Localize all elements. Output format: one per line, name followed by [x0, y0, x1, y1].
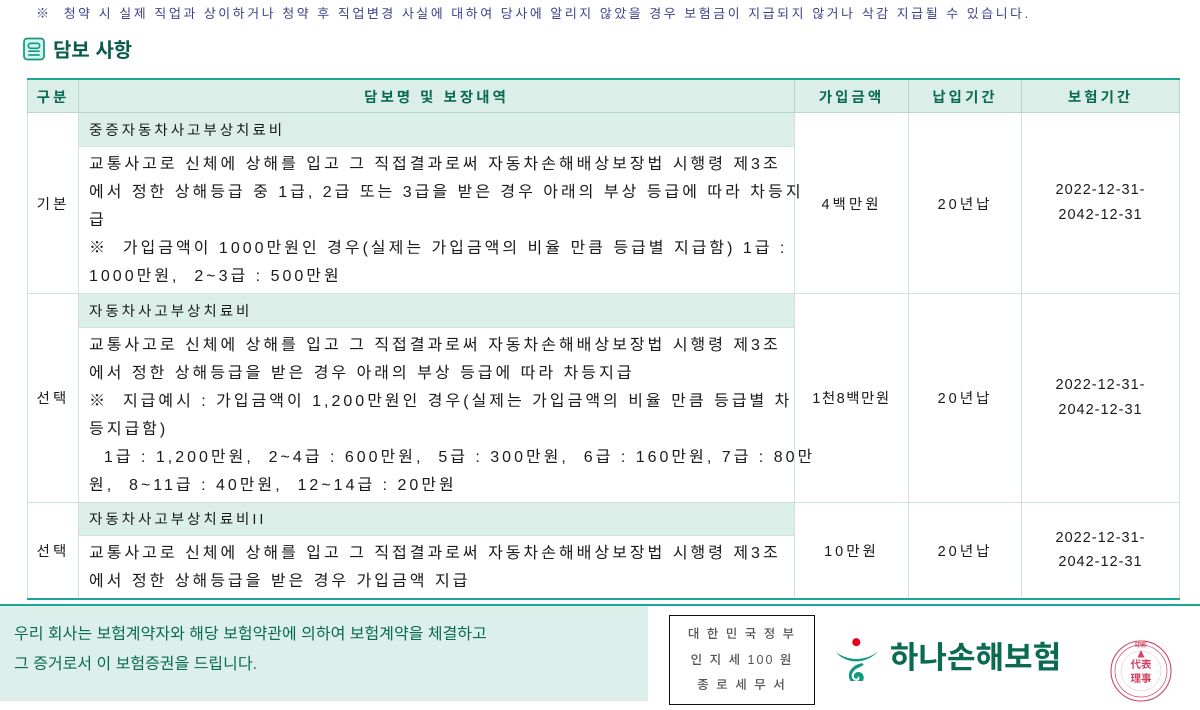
svg-text:하나손해보험: 하나손해보험 [890, 640, 1061, 675]
svg-text:印影: 印影 [1135, 641, 1148, 649]
svg-text:理事: 理事 [1131, 673, 1153, 685]
svg-text:代表: 代表 [1131, 658, 1153, 671]
